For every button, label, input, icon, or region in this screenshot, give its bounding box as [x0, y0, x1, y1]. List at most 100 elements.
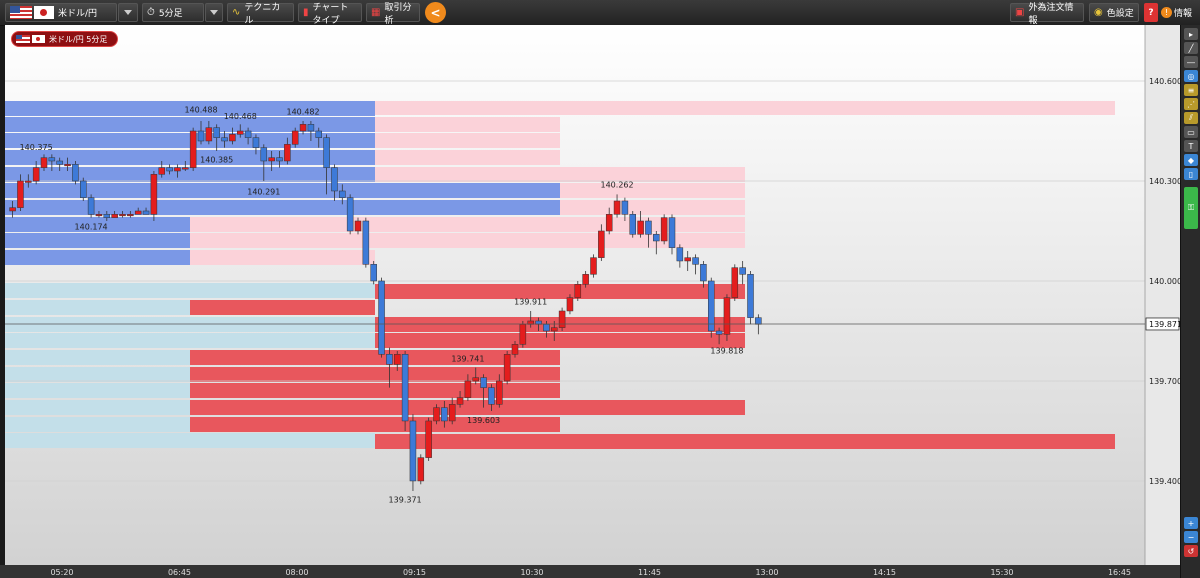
fib-fan-icon[interactable]: ⋰ [1184, 98, 1198, 110]
price-annotation: 140.375 [20, 143, 53, 152]
candle-body [174, 167, 181, 172]
trendline-icon[interactable]: ╱ [1184, 42, 1198, 54]
trade-band [375, 167, 745, 182]
candle-body [566, 297, 574, 312]
text-icon[interactable]: T [1184, 140, 1198, 152]
trade-band [375, 133, 560, 148]
candle-body [119, 214, 126, 217]
candle-body [299, 124, 307, 132]
zoom-in-icon[interactable]: + [1184, 517, 1198, 529]
share-icon[interactable]: < [425, 2, 446, 23]
current-price-label: 139.871 [1149, 320, 1180, 329]
trade-band [5, 333, 375, 348]
fibonacci-icon[interactable]: ≡ [1184, 84, 1198, 96]
order-info-icon: ▣ [1015, 7, 1025, 18]
candle-body [472, 377, 479, 382]
color-settings-button[interactable]: ◉ 色設定 [1089, 3, 1139, 22]
trade-band [5, 283, 375, 298]
trade-analysis-button[interactable]: ▦ 取引分析 [366, 3, 420, 26]
candle-body [386, 354, 393, 365]
candle-body [433, 407, 440, 422]
pair-dropdown-button[interactable] [118, 3, 138, 22]
x-tick-label: 13:00 [755, 568, 778, 577]
technical-button[interactable]: ∿ テクニカル [227, 3, 294, 26]
candle-body [496, 380, 503, 405]
info-button[interactable]: ! 情報 [1161, 3, 1197, 22]
order-info-button[interactable]: ▣ 外為注文情報 [1010, 3, 1084, 26]
trade-band [375, 150, 560, 165]
y-tick-label: 140.600 [1149, 77, 1180, 86]
trade-band [560, 200, 745, 215]
candle-body [158, 167, 165, 175]
lock-icon[interactable]: ⚿ [1184, 187, 1198, 229]
candle-body [284, 144, 291, 162]
technical-label: テクニカル [244, 2, 281, 26]
trade-band [375, 333, 745, 348]
candle-body [747, 274, 754, 318]
candles [9, 120, 762, 491]
clock-icon: ⏱ [147, 7, 155, 18]
candle-body [150, 174, 158, 215]
price-annotation: 139.603 [467, 416, 500, 425]
candle-body [32, 167, 40, 182]
candle-body [590, 257, 597, 275]
candle-body [95, 214, 103, 217]
candle-body [684, 257, 691, 262]
candle-body [715, 330, 723, 335]
channel-icon[interactable]: ⫽ [1184, 112, 1198, 124]
candle-body [574, 284, 582, 298]
help-button[interactable]: ? [1144, 3, 1158, 22]
chart-type-label: チャートタイプ [312, 2, 349, 26]
trade-band [5, 167, 375, 182]
candle-body [354, 220, 362, 232]
candle-body [645, 220, 652, 235]
chart-type-button[interactable]: ▮ チャートタイプ [298, 3, 362, 26]
candle-body [72, 164, 79, 182]
reset-icon[interactable]: ↺ [1184, 545, 1198, 557]
pair-selector[interactable]: 米ドル/円 [5, 3, 117, 22]
trade-band [190, 233, 745, 248]
candle-body [582, 274, 589, 285]
x-tick-label: 06:45 [168, 568, 191, 577]
candle-body [739, 267, 746, 275]
candle-body [48, 157, 56, 162]
timeframe-selector[interactable]: ⏱ 5分足 [142, 3, 204, 22]
candle-body [64, 164, 71, 167]
rectangle-icon[interactable]: ▭ [1184, 126, 1198, 138]
cursor-icon[interactable]: ▸ [1184, 28, 1198, 40]
eraser-icon[interactable]: ◆ [1184, 154, 1198, 166]
price-axis [1145, 25, 1180, 565]
candle-body [488, 387, 495, 405]
candle-body [605, 214, 613, 232]
zoom-out-icon[interactable]: − [1184, 531, 1198, 543]
price-annotation: 139.741 [451, 354, 484, 363]
candle-body [425, 420, 432, 458]
jp-flag-icon [32, 35, 45, 43]
drawing-tools-bar: ▸ ╱ ― ◎ ≡ ⋰ ⫽ ▭ T ◆ ▯ ⚿ + − ↺ [1180, 25, 1200, 578]
candle-body [40, 157, 48, 168]
current-price-box [1145, 317, 1180, 331]
candle-body [189, 130, 197, 168]
candle-body [708, 280, 715, 332]
candle-body [17, 180, 24, 208]
timeframe-dropdown-button[interactable] [205, 3, 223, 22]
candle-body [700, 264, 707, 282]
trade-band [5, 433, 375, 448]
horizontal-line-icon[interactable]: ― [1184, 56, 1198, 68]
candle-body [229, 134, 236, 142]
candle-body [127, 214, 134, 217]
trade-band [560, 183, 745, 198]
candle-body [511, 344, 519, 355]
price-annotation: 140.291 [247, 187, 280, 196]
candle-body [339, 190, 346, 198]
price-annotation: 140.174 [75, 223, 108, 232]
candle-body [394, 354, 401, 365]
price-chart[interactable]: 140.375 140.174 140.488 140.385 140.468 140.2… [0, 25, 1180, 578]
chevron-down-icon [124, 10, 132, 15]
magnet-icon[interactable]: ◎ [1184, 70, 1198, 82]
trade-analysis-label: 取引分析 [384, 2, 412, 26]
candle-body [291, 130, 299, 145]
candle-body [111, 214, 118, 218]
x-tick-label: 10:30 [520, 568, 543, 577]
trash-icon[interactable]: ▯ [1184, 168, 1198, 180]
